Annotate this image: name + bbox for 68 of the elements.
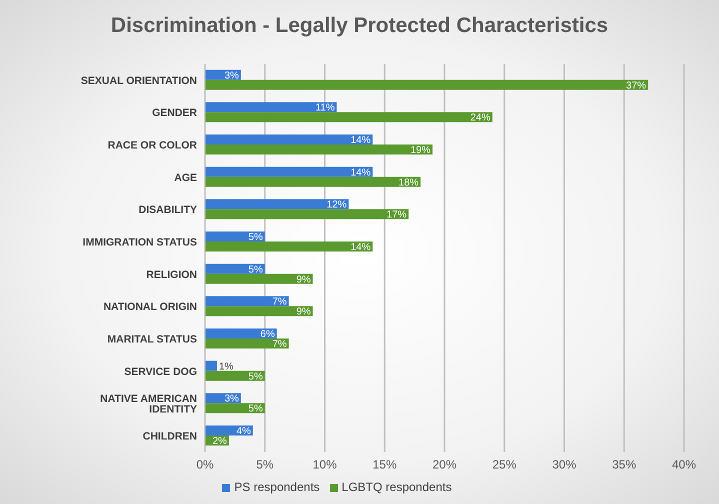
data-label: 6% — [260, 328, 275, 340]
bar — [205, 80, 648, 90]
x-tick-label: 25% — [492, 458, 517, 472]
data-label: 14% — [350, 242, 371, 253]
bar — [205, 176, 421, 187]
chart-title: Discrimination - Legally Protected Characteristics — [110, 14, 610, 38]
bar — [205, 403, 265, 414]
bar — [205, 102, 337, 112]
legend-label: LGBTQ respondents — [342, 480, 452, 494]
x-tick-label: 35% — [612, 458, 636, 472]
bar — [205, 338, 289, 348]
data-label: 7% — [272, 338, 287, 350]
data-label: 24% — [470, 112, 491, 124]
bar — [205, 199, 349, 210]
data-label: 7% — [272, 296, 287, 308]
data-label: 9% — [296, 274, 311, 286]
bar — [205, 209, 409, 220]
x-tick-label: 30% — [552, 458, 577, 472]
data-label: 3% — [224, 70, 240, 82]
bar — [205, 144, 433, 154]
bar — [205, 264, 265, 274]
y-tick-label: NATIONAL ORIGIN — [103, 301, 197, 314]
data-label: 14% — [350, 134, 371, 146]
y-tick-label: DISABILITY — [138, 204, 197, 216]
y-tick-label: AGE — [174, 172, 197, 184]
data-label: 4% — [236, 426, 252, 437]
data-label: 2% — [212, 436, 228, 447]
data-label: 9% — [296, 306, 311, 318]
y-tick-label: GENDER — [152, 107, 198, 120]
bar — [205, 370, 265, 381]
x-tick-label: 15% — [372, 458, 397, 472]
bar — [205, 360, 217, 371]
bar — [205, 328, 277, 338]
data-label: 37% — [626, 80, 646, 92]
legend-label: PS respondents — [234, 480, 320, 494]
data-label: 1% — [218, 361, 234, 372]
data-label: 11% — [315, 102, 335, 114]
x-tick-label: 10% — [312, 458, 338, 472]
x-tick-label: 20% — [432, 458, 457, 472]
bar — [205, 166, 373, 177]
bar — [205, 112, 492, 122]
data-label: 5% — [248, 371, 263, 382]
y-tick-label: IMMIGRATION STATUS — [82, 236, 197, 249]
y-tick-label: MARITAL STATUS — [107, 334, 197, 346]
bar — [205, 134, 373, 144]
x-tick-label: 5% — [256, 458, 274, 472]
data-label: 17% — [386, 210, 407, 221]
y-tick-label: NATIVE AMERICAN IDENTITY — [100, 392, 197, 416]
x-tick-label: 0% — [196, 458, 214, 472]
data-label: 3% — [224, 394, 240, 405]
x-tick-label: 40% — [672, 458, 696, 472]
data-label: 14% — [350, 167, 371, 178]
y-tick-label: SEXUAL ORIENTATION — [80, 74, 197, 87]
data-label: 12% — [326, 200, 347, 211]
y-tick-label: RELIGION — [146, 268, 197, 281]
bar — [205, 274, 313, 284]
y-tick-label: SERVICE DOG — [124, 366, 197, 378]
data-label: 5% — [248, 404, 263, 415]
y-tick-label: RACE OR COLOR — [108, 140, 198, 152]
data-label: 18% — [398, 177, 419, 188]
data-label: 5% — [248, 264, 263, 276]
y-tick-label: CHILDREN — [142, 430, 197, 443]
bar — [205, 296, 289, 306]
data-label: 5% — [248, 232, 263, 243]
bar — [205, 241, 373, 252]
data-label: 19% — [410, 144, 431, 156]
bar — [205, 306, 313, 316]
bar — [205, 231, 265, 242]
